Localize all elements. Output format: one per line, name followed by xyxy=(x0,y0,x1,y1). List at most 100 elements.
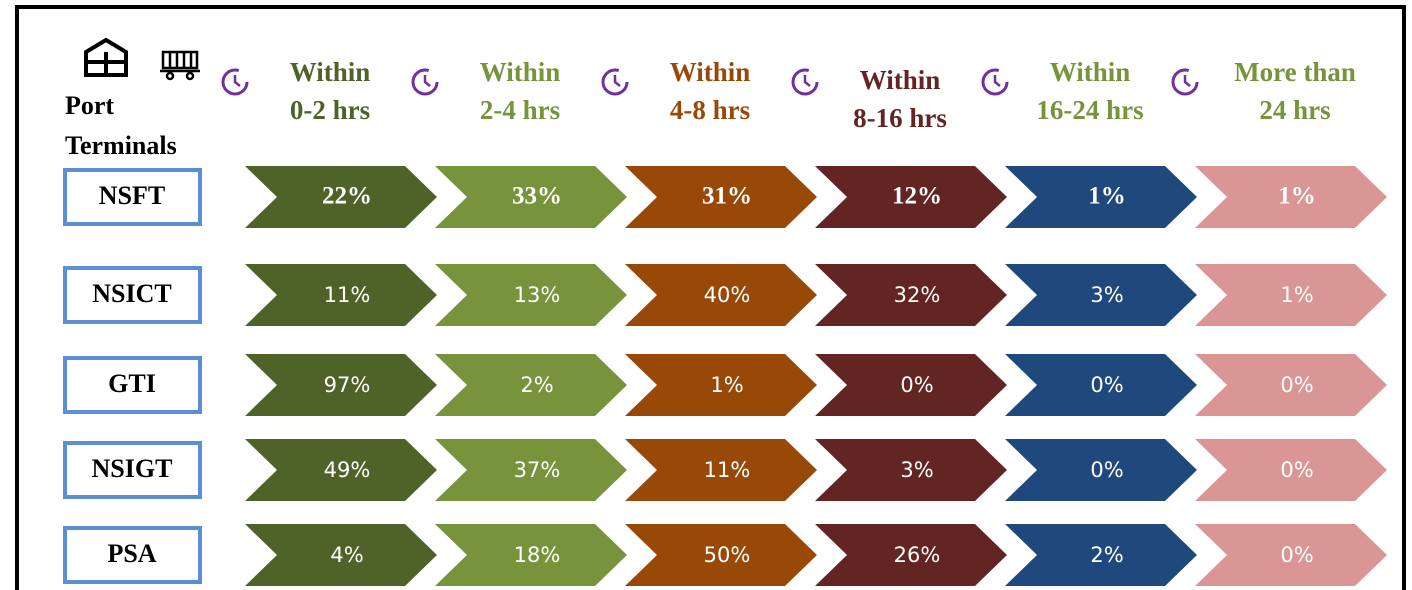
cell-value: 1% xyxy=(1280,283,1313,307)
column-header: Within xyxy=(290,57,371,87)
terminal-box xyxy=(63,356,202,414)
warehouse-icon xyxy=(84,37,128,77)
cell-value: 40% xyxy=(704,283,751,307)
clock-hands xyxy=(803,75,811,87)
terminal-name: GTI xyxy=(108,369,156,398)
cell-value: 18% xyxy=(514,543,561,567)
cell-value: 1% xyxy=(1088,183,1126,210)
cell-value: 2% xyxy=(520,373,553,397)
chevron xyxy=(435,264,627,326)
cell-value: 3% xyxy=(1090,283,1123,307)
clock-face xyxy=(601,68,629,96)
header-title: Port xyxy=(65,91,114,120)
chevron xyxy=(435,354,627,416)
cell-value: 4% xyxy=(330,543,363,567)
cell-value: 11% xyxy=(704,458,751,482)
chevron xyxy=(1195,166,1387,228)
frame xyxy=(15,5,1406,590)
chevron xyxy=(435,166,627,228)
chevron xyxy=(245,166,437,228)
chevron xyxy=(1005,166,1197,228)
railcar-icon xyxy=(160,50,200,81)
terminal-box xyxy=(63,266,202,324)
clock-face xyxy=(1171,68,1199,96)
chevron xyxy=(245,439,437,501)
chevron xyxy=(435,439,627,501)
chevron xyxy=(245,354,437,416)
cell-value: 33% xyxy=(512,183,562,210)
column-header: 24 hrs xyxy=(1259,95,1330,125)
cell-value: 97% xyxy=(324,373,371,397)
column-header: 4-8 hrs xyxy=(670,95,750,125)
cell-value: 0% xyxy=(1280,458,1313,482)
cell-value: 37% xyxy=(514,458,561,482)
clock-face xyxy=(221,68,249,96)
terminal-name: NSIGT xyxy=(92,454,173,483)
clock-icon xyxy=(791,68,819,96)
column-header: 0-2 hrs xyxy=(290,95,370,125)
chevron xyxy=(245,524,437,586)
clock-icon xyxy=(601,68,629,96)
column-header: Within xyxy=(1050,57,1131,87)
column-header: 8-16 hrs xyxy=(853,103,947,133)
chevron xyxy=(815,354,1007,416)
clock-hands xyxy=(423,75,431,87)
cell-value: 0% xyxy=(900,373,933,397)
chevron xyxy=(815,524,1007,586)
cell-value: 1% xyxy=(1278,183,1316,210)
column-header: Within xyxy=(860,65,941,95)
terminal-box xyxy=(63,441,202,499)
column-header: 16-24 hrs xyxy=(1036,95,1143,125)
clock-icon xyxy=(411,68,439,96)
clock-face xyxy=(411,68,439,96)
terminal-name: NSFT xyxy=(99,181,165,210)
chevron xyxy=(1005,264,1197,326)
clock-hands xyxy=(1183,75,1191,87)
cell-value: 11% xyxy=(324,283,371,307)
clock-face xyxy=(981,68,1009,96)
terminal-box xyxy=(63,168,202,226)
cell-value: 31% xyxy=(702,183,752,210)
cell-value: 0% xyxy=(1280,373,1313,397)
cell-value: 0% xyxy=(1280,543,1313,567)
chevron xyxy=(1195,524,1387,586)
cell-value: 22% xyxy=(322,183,372,210)
clock-face xyxy=(791,68,819,96)
chevron xyxy=(625,524,817,586)
clock-icon xyxy=(981,68,1009,96)
cell-value: 0% xyxy=(1090,373,1123,397)
clock-hands xyxy=(613,75,621,87)
cell-value: 12% xyxy=(892,183,942,210)
clock-hands xyxy=(233,75,241,87)
cell-value: 26% xyxy=(894,543,941,567)
chevron xyxy=(625,166,817,228)
clock-icon xyxy=(221,68,249,96)
cell-value: 2% xyxy=(1090,543,1123,567)
chevron xyxy=(1005,354,1197,416)
column-header: More than xyxy=(1234,57,1356,87)
cell-value: 50% xyxy=(704,543,751,567)
chevron xyxy=(1005,524,1197,586)
cell-value: 1% xyxy=(710,373,743,397)
cell-value: 0% xyxy=(1090,458,1123,482)
chevron xyxy=(245,264,437,326)
column-header: Within xyxy=(670,57,751,87)
terminal-name: NSICT xyxy=(92,279,171,308)
chevron xyxy=(625,439,817,501)
header-title: Terminals xyxy=(65,131,177,160)
column-header: Within xyxy=(480,57,561,87)
chevron xyxy=(815,439,1007,501)
terminal-box xyxy=(63,526,202,584)
chevron xyxy=(1195,264,1387,326)
cell-value: 3% xyxy=(900,458,933,482)
clock-hands xyxy=(993,75,1001,87)
chevron xyxy=(625,354,817,416)
chevron xyxy=(815,166,1007,228)
cell-value: 13% xyxy=(514,283,561,307)
terminal-name: PSA xyxy=(107,539,156,568)
cell-value: 32% xyxy=(894,283,941,307)
chevron xyxy=(1005,439,1197,501)
chevron xyxy=(1195,354,1387,416)
chevron xyxy=(625,264,817,326)
